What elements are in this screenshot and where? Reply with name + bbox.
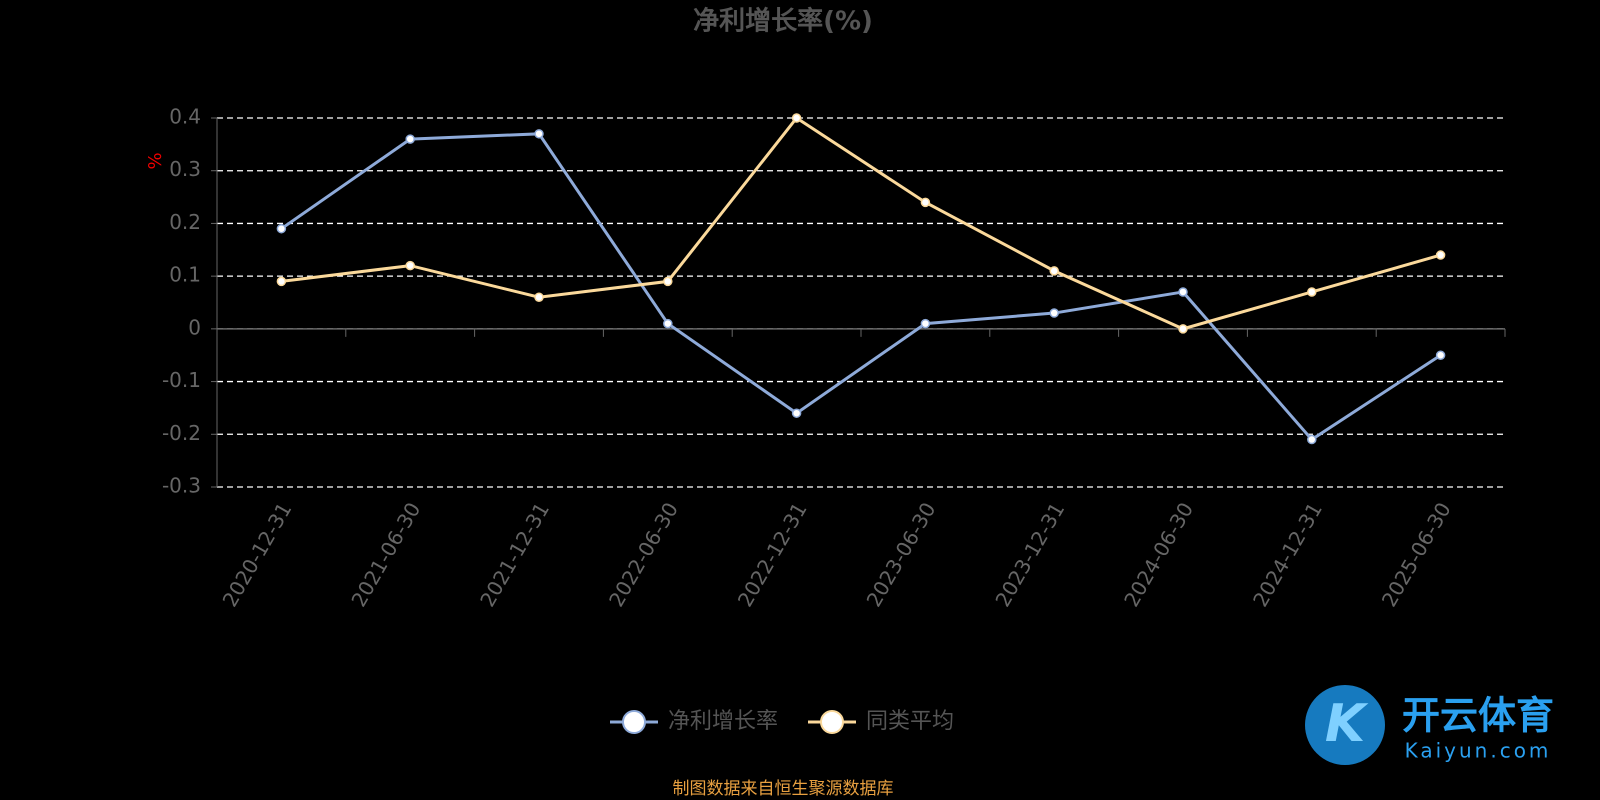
series-line [280,132,1442,442]
x-tick-label: 2024-12-31 [1248,498,1327,611]
y-axis-label: % [145,152,166,169]
data-point [276,223,287,234]
legend-label: 净利增长率 [668,709,778,734]
data-point [1049,266,1059,276]
watermark-site: Kaiyun.com [1405,739,1552,763]
x-tick-label: 2023-06-30 [862,498,941,611]
y-tick-label: -0.3 [162,474,201,498]
data-point [1307,434,1317,445]
y-tick-label: -0.1 [162,368,201,392]
x-tick-label: 2024-06-30 [1119,498,1198,611]
y-tick-label: 0.1 [169,263,201,287]
y-tick-label: 0.4 [169,105,201,129]
x-tick-label: 2020-12-31 [218,498,297,611]
data-point [1435,250,1446,260]
x-tick-label: 2022-12-31 [733,498,812,611]
data-point [791,408,802,418]
data-point [920,318,931,329]
watermark-logo-letter: K [1325,694,1369,754]
watermark: K 开云体育 Kaiyun.com [1305,685,1554,765]
x-tick-label: 2021-12-31 [475,498,554,611]
chart-title: 净利增长率(%) [693,6,873,37]
data-point [405,134,415,144]
data-point [1178,324,1188,334]
y-tick-label: 0.2 [169,210,201,234]
x-tick-label: 2023-12-31 [990,498,1069,611]
data-point [534,129,544,139]
data-point [1435,350,1446,360]
x-tick-label: 2021-06-30 [346,498,425,611]
data-point [276,276,287,287]
watermark-name: 开云体育 [1402,694,1554,738]
series-line [281,115,1442,331]
y-tick-label: 0 [188,315,201,339]
legend-marker [820,710,844,734]
x-tick-label: 2025-06-30 [1377,498,1456,611]
legend-label: 同类平均 [866,709,954,734]
y-tick-label: -0.2 [162,421,201,445]
data-point [663,276,673,287]
data-point [405,260,415,271]
data-point [1178,287,1188,297]
watermark-logo [1305,685,1385,765]
data-point [534,292,544,302]
source-note: 制图数据来自恒生聚源数据库 [673,779,894,799]
y-tick-label: 0.3 [169,157,201,181]
data-point [791,113,802,123]
data-point [1049,308,1059,318]
legend-marker [622,710,646,734]
data-point [920,197,931,208]
x-tick-label: 2022-06-30 [604,498,683,611]
data-point [663,318,673,329]
data-point [1307,287,1317,297]
